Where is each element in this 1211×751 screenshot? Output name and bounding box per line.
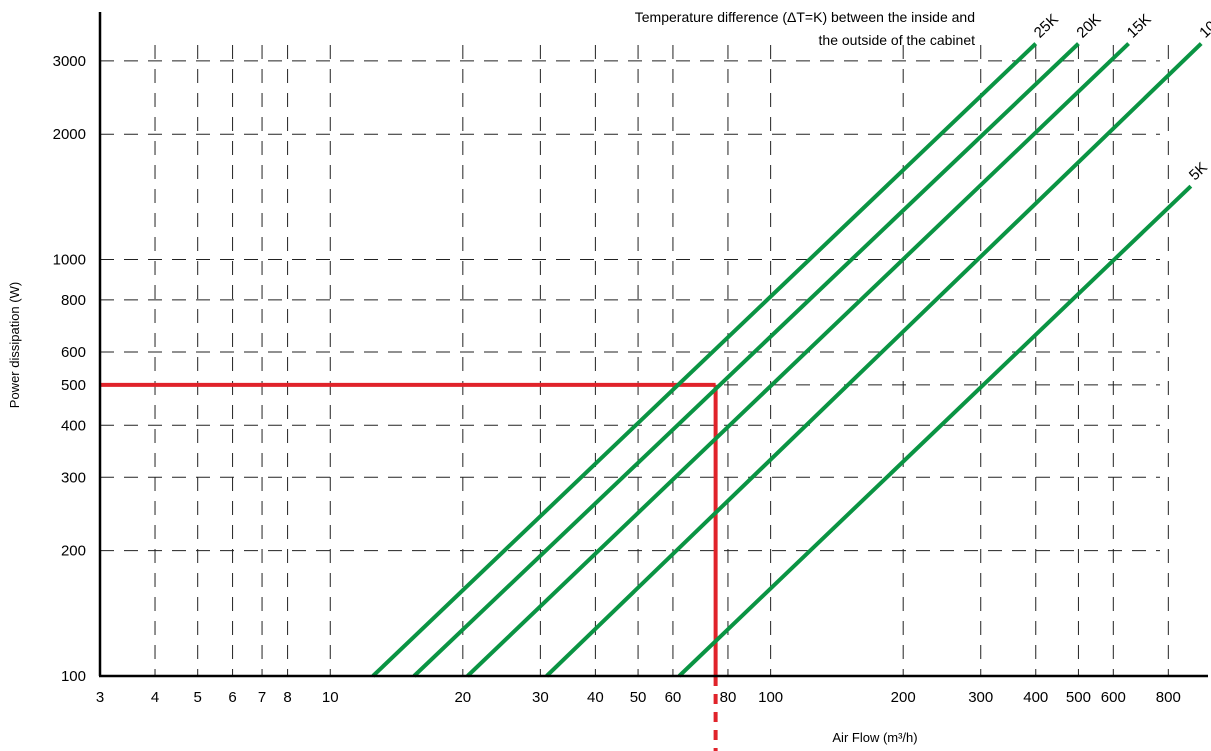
y-tick-label: 600: [61, 344, 86, 361]
y-axis-title: Power dissipation (W): [7, 282, 22, 408]
x-tick-label: 500: [1066, 689, 1091, 706]
x-tick-label: 300: [968, 689, 993, 706]
x-tick-label: 6: [228, 689, 236, 706]
series-label-5k: 5K: [1186, 159, 1211, 184]
annotation-line-1: Temperature difference (ΔT=K) between th…: [635, 9, 975, 25]
x-tick-label: 400: [1023, 689, 1048, 706]
x-tick-label: 100: [758, 689, 783, 706]
x-tick-label: 30: [532, 689, 549, 706]
y-tick-label: 1000: [53, 252, 86, 269]
series-line-15k: [466, 42, 1130, 678]
x-tick-label: 7: [258, 689, 266, 706]
series-line-25k: [371, 42, 1038, 678]
x-axis-title: Air Flow (m³/h): [832, 730, 917, 745]
x-tick-labels: 3 4 5 6 7 8 10 20 30 40 50 60 80 100 200 300 400 500 600 80…: [96, 689, 1181, 706]
y-tick-label: 3000: [53, 53, 86, 70]
example-reading-guides: [100, 382, 718, 751]
y-tick-label: 200: [61, 543, 86, 560]
x-tick-label: 20: [454, 689, 471, 706]
y-tick-label: 500: [61, 377, 86, 394]
series-line-20k: [412, 42, 1080, 678]
x-tick-label: 800: [1156, 689, 1181, 706]
x-tick-label: 5: [194, 689, 202, 706]
x-tick-label: 40: [587, 689, 604, 706]
series-line-10k: [545, 42, 1203, 678]
x-tick-label: 10: [322, 689, 339, 706]
series-label-10k: 10K: [1196, 11, 1211, 42]
x-tick-label: 80: [720, 689, 737, 706]
y-tick-label: 100: [61, 668, 86, 685]
series-label-15k: 15K: [1124, 11, 1155, 42]
y-tick-label: 2000: [53, 126, 86, 143]
y-tick-labels: 100 200 300 400 500 600 800 1000 2000 3000: [53, 53, 86, 685]
grid: [100, 45, 1169, 676]
series-lines: [371, 42, 1203, 678]
series-label-25k: 25K: [1031, 11, 1062, 42]
y-tick-label: 800: [61, 292, 86, 309]
x-tick-label: 200: [891, 689, 916, 706]
series-labels: 25K 20K 15K 10K 5K: [1031, 11, 1211, 184]
series-label-20k: 20K: [1073, 11, 1104, 42]
y-tick-label: 400: [61, 417, 86, 434]
x-tick-label: 8: [283, 689, 291, 706]
axes: [98, 12, 1208, 678]
y-tick-label: 300: [61, 469, 86, 486]
x-tick-label: 50: [630, 689, 647, 706]
x-tick-label: 3: [96, 689, 104, 706]
annotation-line-2: the outside of the cabinet: [819, 32, 976, 48]
x-tick-label: 600: [1101, 689, 1126, 706]
x-tick-label: 60: [665, 689, 682, 706]
x-tick-label: 4: [151, 689, 159, 706]
series-line-5k: [677, 184, 1193, 678]
